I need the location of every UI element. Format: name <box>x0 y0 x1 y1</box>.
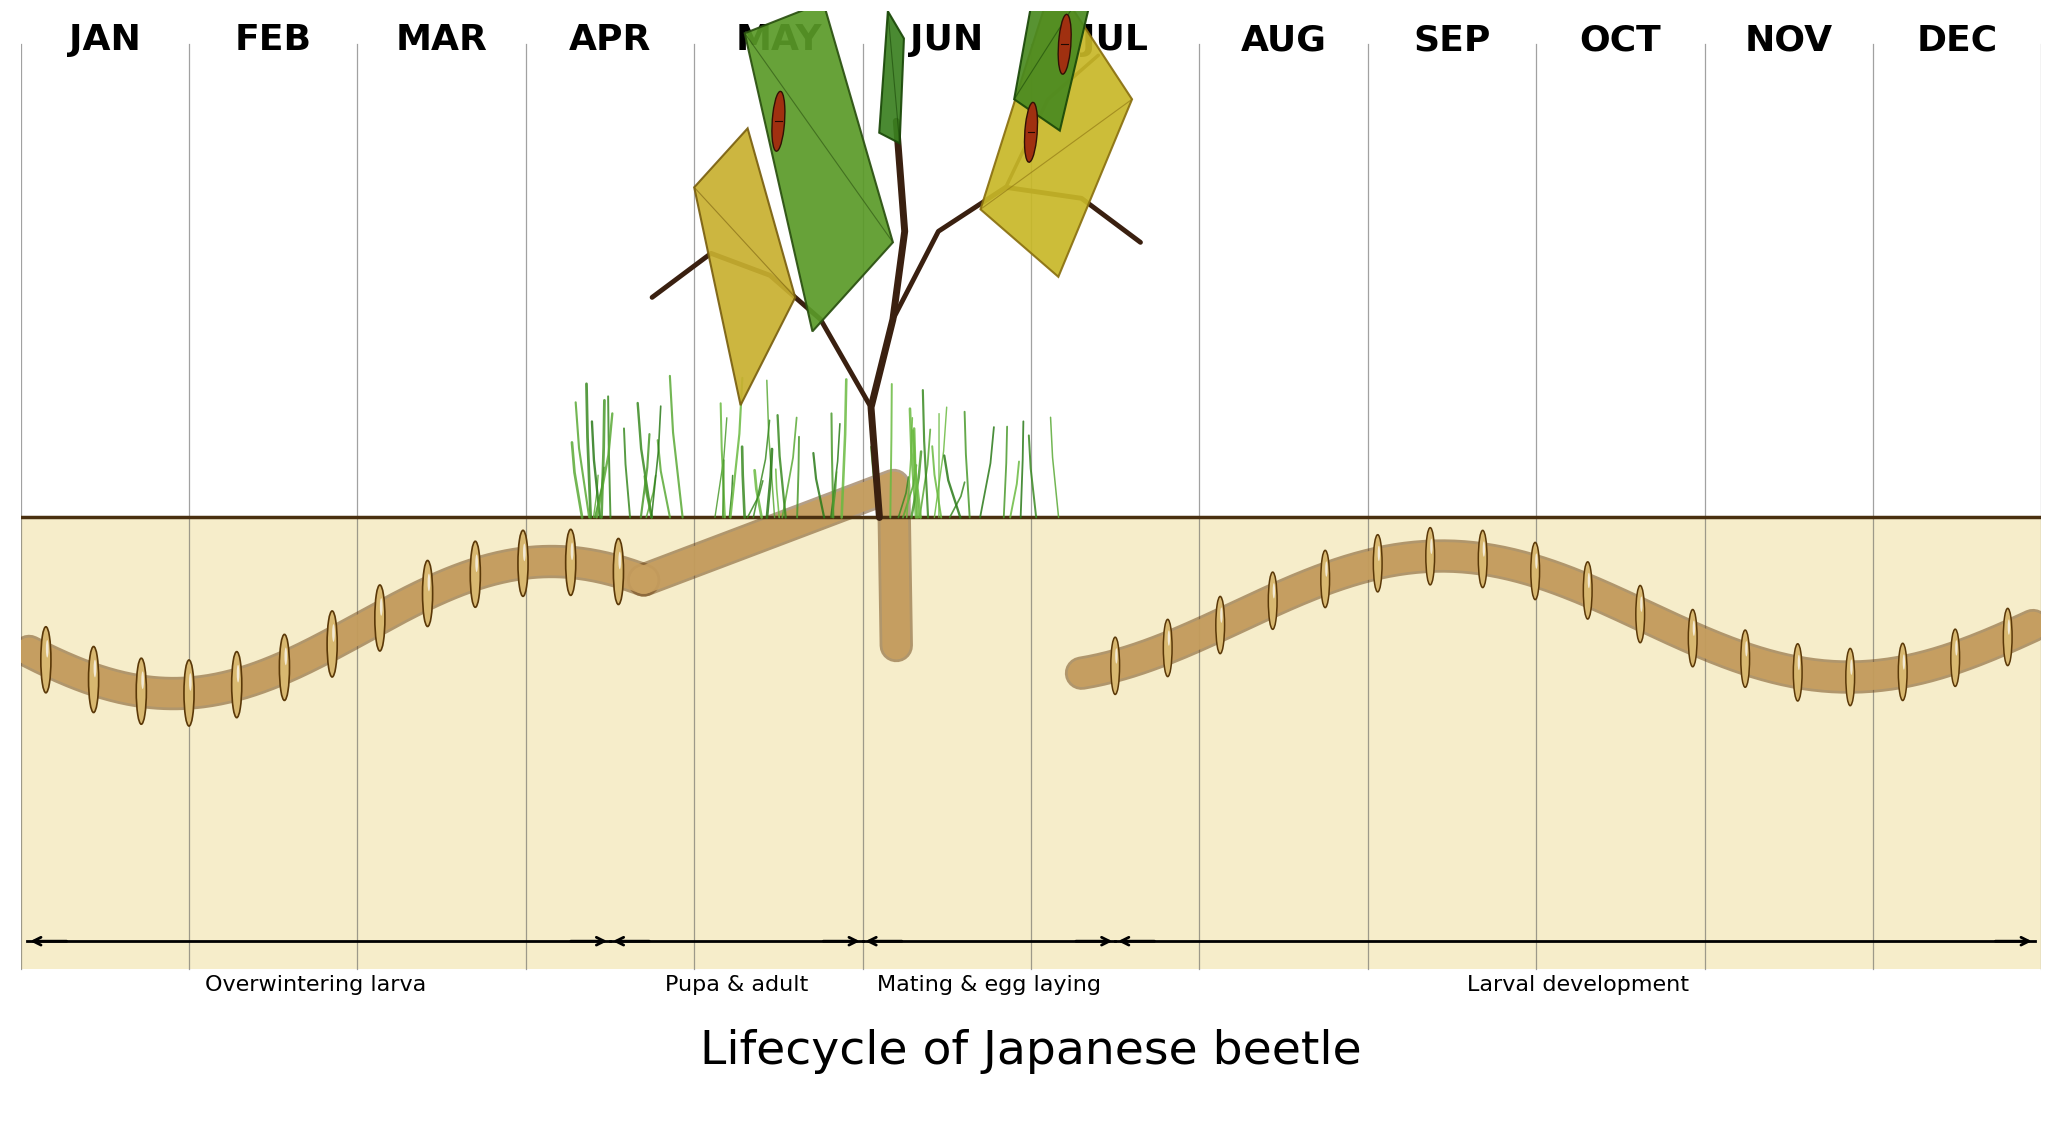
Circle shape <box>1850 659 1852 675</box>
Circle shape <box>375 585 386 651</box>
Circle shape <box>1322 550 1330 608</box>
Text: Overwintering larva: Overwintering larva <box>204 975 427 995</box>
Circle shape <box>1483 541 1485 557</box>
Circle shape <box>2004 609 2013 666</box>
Text: Mating & egg laying: Mating & egg laying <box>876 975 1101 995</box>
Circle shape <box>1955 640 1957 656</box>
Circle shape <box>1425 528 1435 585</box>
Circle shape <box>1373 535 1382 592</box>
Text: MAR: MAR <box>396 24 487 57</box>
Circle shape <box>1217 596 1225 654</box>
Circle shape <box>1794 643 1802 701</box>
Circle shape <box>1163 620 1171 676</box>
Circle shape <box>1740 630 1749 687</box>
Bar <box>21 518 2041 969</box>
Ellipse shape <box>1025 102 1037 162</box>
Circle shape <box>332 624 334 641</box>
Circle shape <box>89 647 99 713</box>
Circle shape <box>190 673 192 691</box>
Circle shape <box>1116 648 1118 664</box>
Circle shape <box>619 551 621 569</box>
Circle shape <box>1798 655 1800 670</box>
Circle shape <box>565 529 575 595</box>
Text: NOV: NOV <box>1744 24 1833 57</box>
Ellipse shape <box>1058 15 1070 74</box>
Circle shape <box>1635 585 1645 642</box>
Circle shape <box>45 640 49 658</box>
Circle shape <box>1693 621 1695 636</box>
Circle shape <box>1326 562 1328 577</box>
Text: DEC: DEC <box>1916 24 1998 57</box>
Text: APR: APR <box>569 24 652 57</box>
Circle shape <box>1951 629 1959 686</box>
Text: JUN: JUN <box>909 24 984 57</box>
Circle shape <box>136 658 146 724</box>
Circle shape <box>285 648 287 665</box>
Circle shape <box>184 660 194 727</box>
Text: JUL: JUL <box>1083 24 1149 57</box>
Circle shape <box>1744 641 1749 657</box>
Circle shape <box>328 611 338 677</box>
Circle shape <box>427 574 431 592</box>
Circle shape <box>2008 620 2010 634</box>
Circle shape <box>1530 542 1540 600</box>
Polygon shape <box>1015 0 1099 130</box>
Circle shape <box>612 539 623 604</box>
Circle shape <box>278 634 289 701</box>
Circle shape <box>41 627 52 693</box>
Circle shape <box>571 542 573 560</box>
Text: MAY: MAY <box>736 24 821 57</box>
Circle shape <box>1536 554 1538 569</box>
Polygon shape <box>979 0 1132 276</box>
Text: OCT: OCT <box>1579 24 1662 57</box>
Text: Larval development: Larval development <box>1468 975 1689 995</box>
Circle shape <box>379 599 384 615</box>
Ellipse shape <box>771 91 786 152</box>
Circle shape <box>1478 530 1487 587</box>
Circle shape <box>93 659 97 677</box>
Circle shape <box>142 672 144 690</box>
Circle shape <box>231 651 241 718</box>
Circle shape <box>1845 648 1854 705</box>
Circle shape <box>1268 572 1276 629</box>
Polygon shape <box>878 11 903 144</box>
Text: FEB: FEB <box>235 24 311 57</box>
Circle shape <box>1584 562 1592 619</box>
Polygon shape <box>695 128 796 405</box>
Text: AUG: AUG <box>1241 24 1326 57</box>
Text: Pupa & adult: Pupa & adult <box>664 975 808 995</box>
Circle shape <box>237 665 239 683</box>
Text: SEP: SEP <box>1412 24 1491 57</box>
Circle shape <box>1111 637 1120 694</box>
Circle shape <box>1639 596 1643 612</box>
Circle shape <box>1272 583 1274 599</box>
Circle shape <box>1588 573 1590 588</box>
Circle shape <box>1689 610 1697 667</box>
Circle shape <box>518 530 528 596</box>
Circle shape <box>1903 655 1905 669</box>
Circle shape <box>423 560 433 627</box>
Polygon shape <box>744 2 893 331</box>
Text: JAN: JAN <box>68 24 140 57</box>
Circle shape <box>524 544 526 562</box>
Circle shape <box>1431 539 1433 554</box>
Text: Lifecycle of Japanese beetle: Lifecycle of Japanese beetle <box>701 1029 1361 1074</box>
Circle shape <box>474 555 478 572</box>
Circle shape <box>1899 643 1907 701</box>
Circle shape <box>1221 608 1223 623</box>
Circle shape <box>470 541 480 608</box>
Circle shape <box>1167 630 1169 646</box>
Circle shape <box>1377 546 1379 562</box>
